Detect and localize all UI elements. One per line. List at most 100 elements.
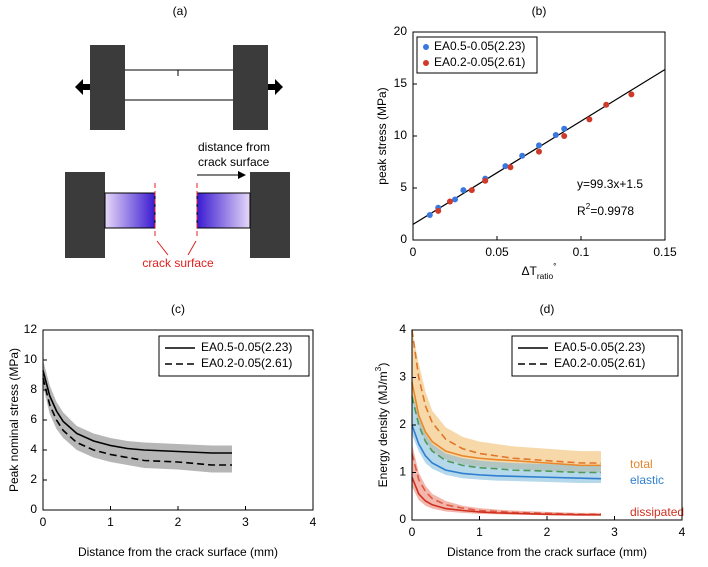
x-tick-label: 0.1 [573,245,590,259]
legend-label: EA0.2-0.05(2.61) [554,356,645,370]
point [536,148,542,155]
point [552,131,559,138]
legend-label: EA0.5-0.05(2.23) [554,340,645,354]
grip [233,45,268,130]
line [411,396,601,474]
curve-label: dissipated [630,505,684,519]
y-tick-label: 2 [399,417,406,431]
x-axis-label: Distance from the crack surface (mm) [78,545,278,559]
x-tick-label: 0 [410,245,417,259]
diagram-a: (a) distance from crack surface crack su… [65,4,290,270]
y-tick-label: 10 [394,128,408,142]
point [519,152,526,159]
point [561,133,568,139]
point [502,163,509,170]
y-tick-label: 12 [24,322,38,336]
y-axis-label: Peak nominal stress (MPa) [7,348,21,492]
y-tick-label: 8 [30,382,37,396]
y-tick-label: 0 [400,232,407,246]
legend-box [416,36,538,74]
x-tick-label: 2 [544,525,551,539]
pointer [187,240,197,256]
point [460,187,467,194]
point [468,187,475,194]
x-axis-label-part: ΔT [521,264,537,278]
grip [65,172,105,258]
x-tick-label: 4 [679,525,686,539]
line [411,476,601,516]
pull-arrow [268,79,283,95]
y-axis-label-part: ) [376,363,390,367]
x-tick-label: 3 [611,525,618,539]
point [536,142,542,149]
y-tick-label: 5 [400,180,407,194]
legend-label: EA0.2-0.05(2.61) [201,356,292,370]
annotation-part: R [577,204,586,218]
legend-label: EA0.5-0.05(2.23) [434,39,525,53]
line [411,453,601,516]
y-tick-label: 20 [394,24,408,38]
point [507,164,514,171]
specimen-half [104,192,156,229]
legend-label: EA0.5-0.05(2.23) [201,340,292,354]
legend-box [511,335,679,377]
x-axis-label-part: ° [553,261,556,271]
point [586,116,593,123]
specimen-half [196,192,251,229]
annotation: crack surface [198,155,270,169]
y-tick-label: 1 [399,465,406,479]
y-axis-label: peak stress (MPa) [375,87,389,184]
point [426,212,433,219]
annotation-part: =0.9978 [590,204,634,218]
x-tick-label: 2 [175,515,182,529]
point [452,196,458,203]
x-tick-label: 1 [107,515,114,529]
y-axis-label-part: 3 [373,366,383,371]
point [628,91,635,98]
arrow-head [238,171,246,179]
y-tick-label: 2 [30,472,37,486]
curve-label: total [630,457,653,471]
error-band [43,360,232,473]
x-tick-label: 0 [409,525,416,539]
legend-marker [423,44,429,50]
pull-arrow [75,79,90,95]
x-tick-label: 0 [40,515,47,529]
y-tick-label: 4 [30,442,37,456]
line [42,370,232,454]
y-tick-label: 10 [24,352,38,366]
curve-label: elastic [630,473,664,487]
line [411,382,601,467]
x-tick-label: 0.15 [653,245,677,259]
y-tick-label: 0 [399,512,406,526]
line [411,329,601,464]
point [603,101,610,108]
annotation: distance from [198,140,270,154]
x-axis-label: ΔTratio° [521,261,556,281]
legend-marker [423,60,429,66]
y-tick-label: 6 [30,412,37,426]
x-axis-label-part: ratio [537,271,554,281]
point [561,125,568,132]
panel-label: (a) [173,4,188,18]
legend-label: EA0.2-0.05(2.61) [434,55,525,69]
panel-label: (b) [532,4,547,18]
x-tick-label: 0.05 [485,245,509,259]
panel-label: (c) [171,302,185,316]
x-tick-label: 3 [242,515,249,529]
y-tick-label: 4 [399,322,406,336]
point [435,207,442,214]
annotation-part: 2 [586,201,591,211]
x-tick-label: 1 [476,525,483,539]
legend-box [158,335,310,377]
annotation: y=99.3x+1.5 [577,177,643,191]
panel-label: (d) [540,302,555,316]
line [411,424,602,480]
line [42,377,232,466]
x-axis-label: Distance from the crack surface (mm) [447,545,647,559]
crack-label: crack surface [142,256,214,270]
y-tick-label: 0 [30,502,37,516]
y-tick-label: 15 [394,76,408,90]
x-tick-label: 4 [310,515,317,529]
